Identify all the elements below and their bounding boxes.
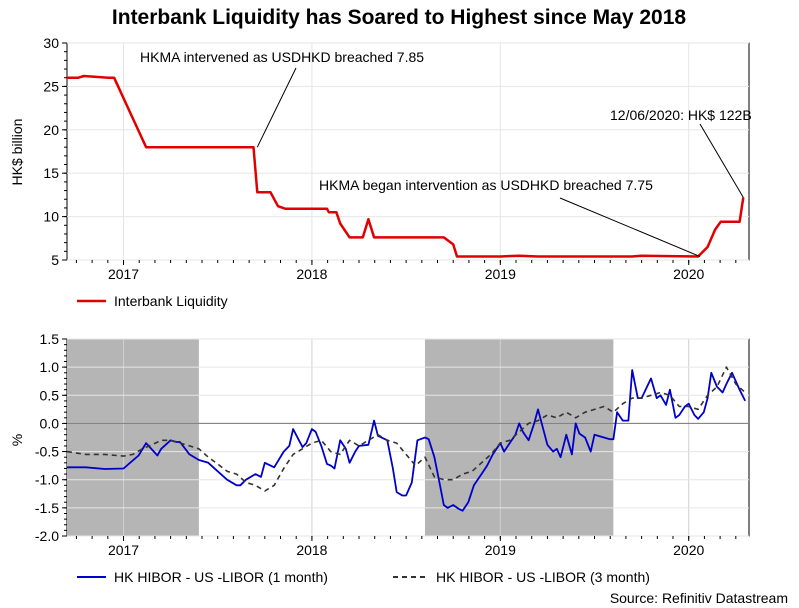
bottom-x-ticks: 2017 2018 2019 2020 <box>75 536 737 558</box>
top-panel: 5 10 15 20 25 30 2017 2018 2019 2020 HK$ billion… <box>9 35 752 309</box>
x-tick-label: 2019 <box>485 266 516 282</box>
y-tick-label: 30 <box>43 35 59 51</box>
legend-label-hibor-3m: HK HIBOR - US -LIBOR (3 month) <box>436 569 650 585</box>
chart-title: Interbank Liquidity has Soared to Highes… <box>112 6 686 29</box>
annotation-leader-line <box>699 123 744 198</box>
series-line-1-0 <box>67 369 747 512</box>
x-tick-label: 2018 <box>296 266 327 282</box>
x-tick-label: 2020 <box>673 542 704 558</box>
bottom-y-axis-label: % <box>9 434 25 446</box>
series-line-1-1 <box>66 366 746 492</box>
shaded-period-0 <box>67 339 199 536</box>
bottom-gridlines <box>67 338 749 537</box>
y-tick-label: -0.5 <box>35 444 59 460</box>
y-tick-label: 0.5 <box>40 387 60 403</box>
y-tick-label: 20 <box>43 122 59 138</box>
bottom-y-ticks: -2.0 -1.5 -1.0 -0.5 0.0 0.5 1.0 1.5 <box>35 331 67 544</box>
bottom-shaded-periods <box>67 339 614 536</box>
source-note: Source: Refinitiv Datastream <box>610 590 788 606</box>
top-y-ticks: 5 10 15 20 25 30 <box>43 35 67 268</box>
shaded-period-1 <box>424 339 614 536</box>
x-tick-label: 2017 <box>108 266 139 282</box>
y-tick-label: -1.5 <box>35 500 59 516</box>
y-tick-label: 10 <box>43 209 59 225</box>
annotation-leader-line <box>559 197 701 257</box>
top-legend: Interbank Liquidity <box>77 293 228 309</box>
y-tick-label: -1.0 <box>35 472 59 488</box>
annotation-hkma-785: HKMA intervened as USDHKD breached 7.85 <box>140 49 424 65</box>
annotation-hkma-775: HKMA began intervention as USDHKD breach… <box>319 177 653 193</box>
bottom-legend: HK HIBOR - US -LIBOR (1 month) HK HIBOR … <box>77 569 650 585</box>
x-tick-label: 2019 <box>485 542 516 558</box>
legend-label-hibor-1m: HK HIBOR - US -LIBOR (1 month) <box>114 569 328 585</box>
y-tick-label: -2.0 <box>35 528 59 544</box>
top-x-ticks: 2017 2018 2019 2020 <box>75 260 737 282</box>
y-tick-label: 25 <box>43 78 59 94</box>
y-tick-label: 0.0 <box>40 415 60 431</box>
top-gridlines <box>67 42 749 261</box>
annotation-latest-value: 12/06/2020: HK$ 122B <box>610 107 752 123</box>
x-tick-label: 2017 <box>108 542 139 558</box>
y-tick-label: 15 <box>43 165 59 181</box>
y-tick-label: 1.0 <box>40 359 60 375</box>
legend-label-interbank: Interbank Liquidity <box>114 293 228 309</box>
x-tick-label: 2018 <box>296 542 327 558</box>
top-series-group <box>67 74 745 258</box>
y-tick-label: 5 <box>51 252 59 268</box>
top-annotations: HKMA intervened as USDHKD breached 7.85 … <box>140 49 752 257</box>
bottom-panel: -2.0-1.5-1.0-0.50.00.51.01.5 2017 2018 201… <box>9 331 750 585</box>
top-plot-frame <box>66 42 750 261</box>
x-tick-label: 2020 <box>673 266 704 282</box>
y-tick-label: 1.5 <box>40 331 60 347</box>
series-line-0-0 <box>67 74 745 258</box>
bottom-series-group <box>66 366 747 512</box>
top-y-axis-label: HK$ billion <box>9 119 25 186</box>
annotation-leader-line <box>256 67 297 148</box>
